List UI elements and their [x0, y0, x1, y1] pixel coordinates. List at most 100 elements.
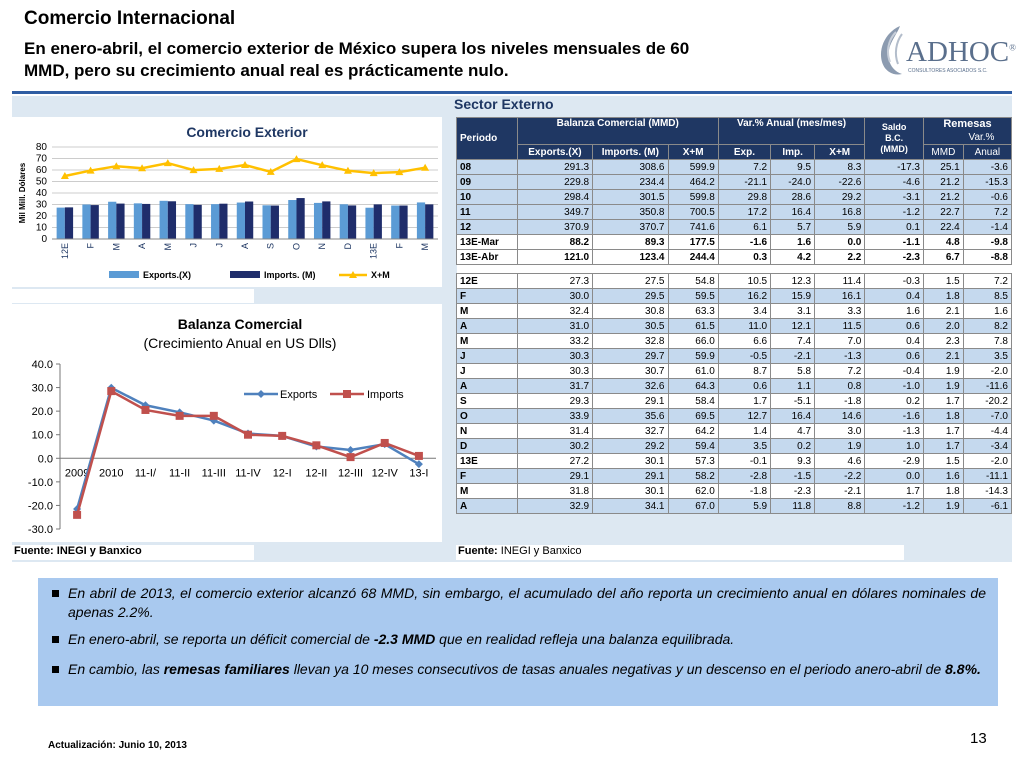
point-imports — [380, 438, 389, 447]
cell-value: 16.4 — [770, 204, 816, 220]
cell-value: 7.2 — [814, 363, 866, 379]
cell-value: 1.9 — [922, 363, 964, 379]
bar-exports — [211, 204, 220, 239]
cell-value: 4.6 — [814, 453, 866, 469]
col-xm: X+M — [667, 144, 719, 160]
cell-value: 123.4 — [592, 249, 669, 265]
cell-value: 3.1 — [770, 303, 816, 319]
bullet-2: En enero-abril, se reporta un déficit co… — [52, 630, 986, 649]
cell-value: 6.6 — [717, 333, 772, 349]
cell-value: 31.7 — [516, 378, 594, 394]
cell-periodo: 08 — [456, 159, 518, 175]
point-imports — [278, 431, 287, 440]
col-header-remesas: Remesas Var.% — [922, 117, 1013, 145]
cell-periodo: F — [456, 288, 518, 304]
y-tick-label: 20 — [36, 211, 48, 222]
cell-value: 0.3 — [717, 249, 772, 265]
monthly-row: M 32.4 30.8 63.3 3.4 3.1 3.3 1.6 2.1 1.6 — [456, 303, 1013, 319]
y-tick-label: -30.0 — [28, 524, 53, 536]
cell-periodo: A — [456, 378, 518, 394]
cell-value: -0.6 — [962, 189, 1013, 205]
cell-value: 17.2 — [717, 204, 772, 220]
cell-value: -3.4 — [962, 438, 1013, 454]
point-total — [292, 155, 301, 163]
annual-row: 09 229.8 234.4 464.2 -21.1 -24.0 -22.6 -4.6 21.2… — [456, 174, 1013, 190]
point-imports — [175, 411, 184, 420]
y-tick-label: 20.0 — [32, 406, 53, 418]
x-tick-label: 2010 — [99, 467, 123, 479]
cell-value: 308.6 — [592, 159, 669, 175]
bar-imports — [116, 203, 125, 239]
cell-value: -4.4 — [962, 423, 1013, 439]
legend-label-imports: Imports — [367, 389, 404, 401]
cell-periodo: M — [456, 333, 518, 349]
cell-periodo: 12 — [456, 219, 518, 235]
monthly-row: M 31.8 30.1 62.0 -1.8 -2.3 -2.1 1.7 1.8 -14.3 — [456, 483, 1013, 499]
cell-value: -1.4 — [962, 219, 1013, 235]
x-tick-label: 13-I — [409, 467, 428, 479]
cell-value: 3.4 — [717, 303, 772, 319]
x-tick-label: 2009 — [65, 467, 89, 479]
cell-periodo: A — [456, 498, 518, 514]
cell-value: 2.1 — [922, 303, 964, 319]
cell-periodo: 10 — [456, 189, 518, 205]
cell-value: 5.9 — [717, 498, 772, 514]
cell-value: 1.6 — [922, 468, 964, 484]
monthly-row: 12E 27.3 27.5 54.8 10.5 12.3 11.4 -0.3 1.5 7.2 — [456, 273, 1013, 289]
y-tick-label: 30.0 — [32, 383, 53, 395]
point-total — [138, 164, 147, 172]
header-divider — [12, 91, 1012, 94]
cell-value: 30.7 — [592, 363, 669, 379]
monthly-row: J 30.3 29.7 59.9 -0.5 -2.1 -1.3 0.6 2.1 3.5 — [456, 348, 1013, 364]
y-tick-label: -10.0 — [28, 477, 53, 489]
y-axis-label: Mil Mill. Dólares — [18, 162, 27, 223]
cell-value: 2.3 — [922, 333, 964, 349]
x-tick-label: S — [266, 243, 276, 249]
cell-value: 1.8 — [922, 288, 964, 304]
cell-value: 30.5 — [592, 318, 669, 334]
cell-value: -22.6 — [814, 174, 866, 190]
cell-value: 5.8 — [770, 363, 816, 379]
cell-value: -21.1 — [717, 174, 772, 190]
monthly-row: 13E 27.2 30.1 57.3 -0.1 9.3 4.6 -2.9 1.5 -2.0 — [456, 453, 1013, 469]
cell-value: 8.7 — [717, 363, 772, 379]
cell-value: 27.2 — [516, 453, 594, 469]
cell-value: 10.5 — [717, 273, 772, 289]
cell-value: 31.4 — [516, 423, 594, 439]
point-total — [421, 163, 430, 171]
y-tick-label: 0.0 — [38, 453, 53, 465]
cell-value: -2.9 — [864, 453, 924, 469]
bar-exports — [108, 201, 117, 239]
monthly-row: J 30.3 30.7 61.0 8.7 5.8 7.2 -0.4 1.9 -2.0 — [456, 363, 1013, 379]
monthly-row: N 31.4 32.7 64.2 1.4 4.7 3.0 -1.3 1.7 -4.4 — [456, 423, 1013, 439]
col-remesas-mmd: MMD — [922, 144, 964, 160]
cell-value: 16.1 — [814, 288, 866, 304]
cell-value: -0.5 — [717, 348, 772, 364]
x-tick-label: 12-IV — [372, 467, 399, 479]
col-var-xm: X+M — [814, 144, 866, 160]
bar-imports — [245, 201, 254, 239]
cell-value: 291.3 — [516, 159, 594, 175]
x-tick-label: N — [317, 243, 327, 250]
cell-value: 89.3 — [592, 234, 669, 250]
y-tick-label: 0 — [41, 234, 47, 245]
bar-imports — [193, 204, 202, 239]
spacer-rows — [456, 264, 1012, 274]
point-total — [266, 167, 275, 175]
cell-value: -17.3 — [864, 159, 924, 175]
cell-value: 1.9 — [922, 378, 964, 394]
cell-value: 1.8 — [922, 483, 964, 499]
cell-value: 58.4 — [667, 393, 719, 409]
cell-value: -1.3 — [814, 348, 866, 364]
bar-imports — [373, 204, 382, 239]
cell-value: -1.6 — [864, 408, 924, 424]
bar-exports — [185, 204, 194, 239]
cell-value: -4.6 — [864, 174, 924, 190]
cell-value: -1.2 — [864, 498, 924, 514]
cell-value: 57.3 — [667, 453, 719, 469]
bullet-1: En abril de 2013, el comercio exterior a… — [52, 584, 986, 622]
point-imports — [73, 510, 82, 519]
annual-row: 08 291.3 308.6 599.9 7.2 9.5 8.3 -17.3 25.1 -3.6 — [456, 159, 1013, 175]
cell-value: 12.7 — [717, 408, 772, 424]
cell-periodo: M — [456, 303, 518, 319]
